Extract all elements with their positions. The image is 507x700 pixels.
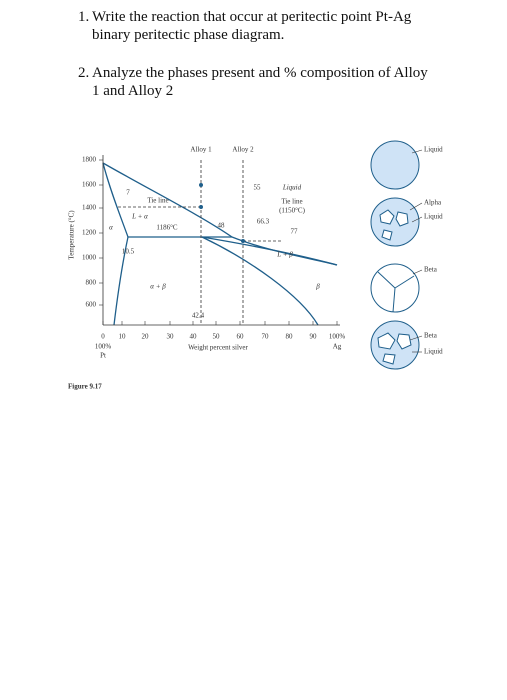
grain-boundaries <box>377 271 415 313</box>
leader <box>411 149 423 154</box>
x-tick-label: 100% <box>329 333 346 341</box>
points <box>199 183 245 243</box>
alloy-label: Alloy 1 <box>190 146 212 154</box>
y-tick-label: 800 <box>86 279 97 287</box>
grains <box>377 332 412 365</box>
alloy-label: Alloy 2 <box>232 146 254 154</box>
point <box>199 205 203 209</box>
x-tick-label: 20 <box>142 333 150 341</box>
microstructure-label: Beta <box>424 266 438 274</box>
region-label: β <box>315 283 320 291</box>
axes <box>102 155 340 326</box>
micro-circle <box>370 320 420 370</box>
microstructure-label: Liquid <box>424 348 443 356</box>
question-number: 2. <box>78 65 90 81</box>
beta-solvus <box>201 236 319 326</box>
x-tick-label: 70 <box>262 333 270 341</box>
x-tick-label: 80 <box>286 333 294 341</box>
point <box>199 183 203 187</box>
tie-line-label: Tie line <box>147 197 168 205</box>
microstructure-label: Liquid <box>424 213 443 221</box>
y-axis-label: Temperature (°C) <box>68 210 76 260</box>
leader <box>409 202 423 211</box>
leader <box>412 269 423 275</box>
point-label: 42.4 <box>192 312 205 320</box>
x-tick-label: 0 <box>101 333 105 341</box>
x-tick-label: 40 <box>190 333 198 341</box>
question-number: 1. <box>78 9 90 25</box>
question-line: binary peritectic phase diagram. <box>92 27 285 43</box>
question-line: Analyze the phases present and % composi… <box>92 65 428 81</box>
figure-caption: Figure 9.17 <box>68 383 102 391</box>
region-label: α + β <box>150 283 166 291</box>
point-label: 1186°C <box>156 224 178 232</box>
region-label: L + β <box>276 251 293 259</box>
point-label: 55 <box>254 184 262 192</box>
y-tick-label: 1200 <box>82 229 97 237</box>
phase-diagram: 1800 1600 1400 1200 1000 800 600 0 10 20 30 40 50 60 7… <box>68 140 443 391</box>
point <box>241 239 245 243</box>
x-left-label: 100% <box>95 343 112 351</box>
microstructure-circles <box>370 140 420 370</box>
y-tick-label: 1800 <box>82 156 97 164</box>
question-line: 1 and Alloy 2 <box>92 83 174 99</box>
point-label: 7 <box>126 189 130 197</box>
y-tick-label: 600 <box>86 301 97 309</box>
tie-line-label: Tie line <box>281 198 302 206</box>
point-label: 48 <box>218 222 226 230</box>
y-tick-label: 1600 <box>82 181 97 189</box>
leader <box>409 335 423 341</box>
point-label: 66.3 <box>257 218 270 226</box>
microstructure-label: Liquid <box>424 146 443 154</box>
point-label: 10.5 <box>122 248 135 256</box>
x-tick-label: 50 <box>213 333 221 341</box>
x-axis-label: Weight percent silver <box>188 344 248 352</box>
x-right-label: Ag <box>333 343 342 351</box>
region-label: α <box>109 224 113 232</box>
micro-circle <box>370 197 420 247</box>
alpha-solidus <box>102 162 129 238</box>
region-label: Liquid <box>282 184 302 192</box>
micro-circle <box>370 140 420 190</box>
phase-boundaries <box>102 162 338 326</box>
question: 2. Analyze the phases present and % comp… <box>78 64 428 100</box>
y-tick-label: 1000 <box>82 254 97 262</box>
x-tick-label: 10 <box>119 333 127 341</box>
x-tick-label: 30 <box>167 333 175 341</box>
x-tick-label: 60 <box>237 333 245 341</box>
x-left-label: Pt <box>100 352 106 360</box>
tie-line-label: (1150°C) <box>279 207 306 215</box>
microstructure-label: Beta <box>424 332 438 340</box>
label-leaders <box>409 149 423 353</box>
region-label: L + α <box>131 213 148 221</box>
beta-solidus <box>201 236 338 266</box>
grains <box>379 209 409 241</box>
leader <box>411 216 423 223</box>
y-tick-label: 1400 <box>82 204 97 212</box>
microstructure-label: Alpha <box>424 199 442 207</box>
x-tick-label: 90 <box>310 333 318 341</box>
question: 1. Write the reaction that occur at peri… <box>78 8 411 44</box>
point-label: 77 <box>291 228 299 236</box>
question-line: Write the reaction that occur at peritec… <box>92 9 412 25</box>
alpha-solvus <box>113 236 129 326</box>
